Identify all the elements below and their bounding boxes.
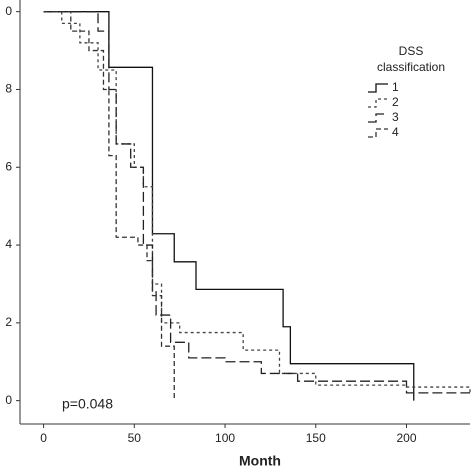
survival-curve [43, 11, 175, 401]
legend-title: classification [377, 60, 445, 74]
y-tick-label: 6 [5, 159, 12, 173]
annotation: p=0.048 [62, 396, 113, 412]
legend-label: 4 [392, 125, 399, 139]
x-tick-label: 150 [306, 431, 326, 445]
legend-label: 1 [392, 80, 399, 94]
legend-label: 2 [392, 95, 399, 109]
legend-swatch [368, 128, 388, 138]
y-tick-label: 2 [5, 315, 12, 329]
x-axis-label: Month [239, 453, 281, 469]
legend-swatch [368, 113, 388, 123]
legend-swatch [368, 98, 388, 108]
x-tick-label: 200 [396, 431, 416, 445]
survival-curve [43, 11, 471, 393]
y-tick-label: 0 [5, 4, 12, 18]
y-tick-label: 8 [5, 82, 12, 96]
legend-label: 3 [392, 110, 399, 124]
y-tick-label: 0 [5, 393, 12, 407]
legend-swatch [368, 83, 388, 93]
x-tick-label: 0 [40, 431, 47, 445]
x-tick-label: 100 [215, 431, 235, 445]
survival-curve [43, 11, 415, 401]
legend-title: DSS [399, 44, 424, 58]
x-tick-label: 50 [128, 431, 142, 445]
y-tick-label: 4 [5, 237, 12, 251]
survival-curve [43, 11, 470, 394]
